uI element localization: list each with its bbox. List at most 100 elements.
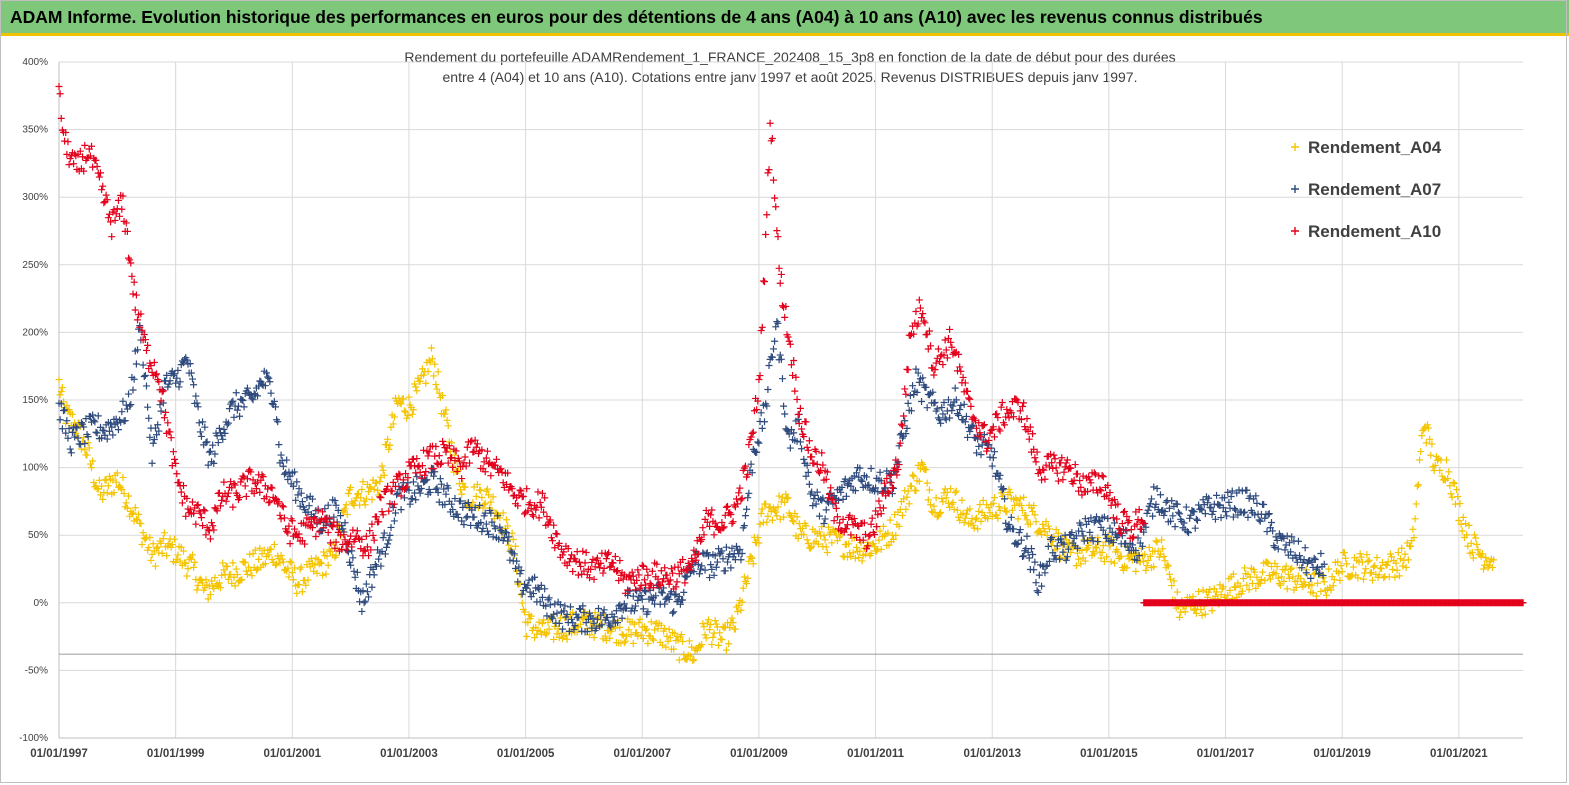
data-point <box>630 620 638 628</box>
data-point <box>958 496 966 504</box>
data-point <box>553 630 561 638</box>
data-point <box>925 486 933 494</box>
data-point <box>63 401 71 409</box>
data-point <box>509 536 517 544</box>
data-point <box>937 509 945 517</box>
data-point <box>903 493 911 501</box>
data-point <box>149 540 157 548</box>
x-tick-label: 01/01/2003 <box>380 748 438 760</box>
data-point <box>569 609 577 617</box>
data-point <box>853 543 861 551</box>
data-point <box>1013 496 1021 504</box>
data-point <box>1327 586 1335 594</box>
data-point <box>1144 556 1152 564</box>
chart-title: Rendement du portefeuille ADAMRendement_… <box>200 47 1380 87</box>
data-point <box>970 524 978 532</box>
data-point <box>821 536 829 544</box>
data-point <box>1399 562 1407 570</box>
data-point <box>1229 570 1237 578</box>
data-point <box>505 541 513 549</box>
data-point <box>1422 439 1430 447</box>
data-point <box>431 360 439 368</box>
data-point <box>243 570 251 578</box>
data-point <box>219 559 227 567</box>
header-banner: ADAM Informe. Evolution historique des p… <box>0 0 1569 36</box>
data-point <box>362 495 370 503</box>
data-point <box>1342 554 1350 562</box>
data-point <box>781 498 789 506</box>
data-point <box>84 439 92 447</box>
data-point <box>942 494 950 502</box>
data-point <box>912 487 920 495</box>
data-point <box>523 632 531 640</box>
data-point <box>1011 501 1019 509</box>
data-point <box>800 531 808 539</box>
data-point <box>117 484 125 492</box>
data-point <box>1035 527 1043 535</box>
y-tick-label: 350% <box>22 125 48 136</box>
data-point <box>951 488 959 496</box>
data-point <box>922 466 930 474</box>
data-point <box>258 550 266 558</box>
data-point <box>1208 607 1216 615</box>
data-point <box>1251 568 1259 576</box>
data-point <box>1411 515 1419 523</box>
data-point <box>1246 573 1254 581</box>
data-point <box>902 505 910 513</box>
data-point <box>193 586 201 594</box>
data-point <box>773 512 781 520</box>
data-point <box>807 544 815 552</box>
data-point <box>56 391 64 399</box>
data-point <box>919 460 927 468</box>
data-point <box>577 620 585 628</box>
y-tick-label: 100% <box>22 463 48 474</box>
data-point <box>1032 518 1040 526</box>
data-point <box>722 646 730 654</box>
data-point <box>1412 500 1420 508</box>
y-tick-label: -100% <box>19 733 48 744</box>
data-point <box>820 531 828 539</box>
data-point <box>1123 564 1131 572</box>
data-point <box>1347 572 1355 580</box>
data-point <box>454 466 462 474</box>
data-point <box>1090 550 1098 558</box>
data-point <box>623 632 631 640</box>
data-point <box>1081 557 1089 565</box>
data-point <box>1284 570 1292 578</box>
x-axis-ticks: 01/01/1997 01/01/1999 01/01/2001 01/01/2003… <box>30 748 1488 760</box>
data-point <box>729 619 737 627</box>
data-point <box>625 626 633 634</box>
data-point <box>1360 575 1367 583</box>
data-point <box>590 634 598 642</box>
data-point <box>971 516 979 524</box>
data-point <box>1308 581 1316 589</box>
data-point <box>649 636 657 644</box>
data-point <box>404 412 412 420</box>
data-point <box>1085 541 1093 549</box>
data-point <box>1102 538 1110 546</box>
data-point <box>802 522 810 530</box>
data-point <box>643 625 651 633</box>
data-point <box>790 518 798 526</box>
data-point <box>1165 570 1173 578</box>
data-point <box>433 385 441 393</box>
data-point <box>601 632 609 640</box>
data-point <box>927 501 935 509</box>
data-point <box>861 550 869 558</box>
data-point <box>118 485 126 493</box>
data-point <box>199 579 207 587</box>
data-point <box>1002 507 1010 515</box>
data-point <box>856 547 864 555</box>
data-point <box>756 520 764 528</box>
data-point <box>177 543 185 551</box>
data-point <box>432 380 440 388</box>
data-point <box>738 598 746 606</box>
data-point <box>485 491 493 499</box>
data-point <box>1075 555 1083 563</box>
data-point <box>995 503 1003 511</box>
data-point <box>157 539 165 547</box>
data-point <box>146 533 154 541</box>
data-point <box>1371 562 1379 570</box>
data-point <box>923 479 931 487</box>
data-point <box>215 579 223 587</box>
